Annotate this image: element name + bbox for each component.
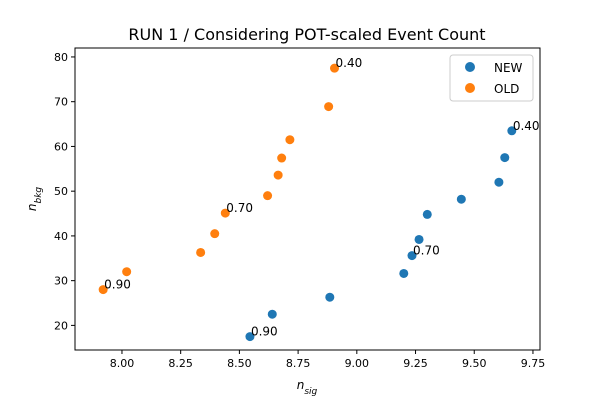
x-tick-label: 9.50 bbox=[462, 357, 487, 370]
y-tick-label: 70 bbox=[54, 96, 68, 109]
x-axis-label-subscript: sig bbox=[304, 387, 317, 397]
x-tick-label: 8.75 bbox=[286, 357, 311, 370]
annotation-new: 0.70 bbox=[413, 244, 440, 258]
data-point-new bbox=[422, 209, 432, 219]
legend-label-old: OLD bbox=[494, 82, 519, 96]
y-axis-label: nbkg bbox=[25, 187, 44, 212]
annotation-old: 0.90 bbox=[104, 278, 131, 292]
y-tick-label: 80 bbox=[54, 51, 68, 64]
chart-title: RUN 1 / Considering POT-scaled Event Cou… bbox=[128, 25, 485, 44]
data-point-old bbox=[324, 102, 334, 112]
x-tick-label: 8.25 bbox=[168, 357, 193, 370]
data-point-old bbox=[196, 247, 206, 257]
data-point-new bbox=[456, 194, 466, 204]
point-annotations: 0.90 0.70 0.40 0.90 0.70 0.40 bbox=[104, 56, 539, 338]
legend-marker-old bbox=[465, 83, 475, 93]
x-axis-label-base: n bbox=[297, 378, 305, 392]
y-axis-label-base: n bbox=[25, 204, 39, 212]
annotation-new: 0.90 bbox=[251, 325, 278, 339]
x-axis-label: nsig bbox=[297, 378, 318, 397]
data-point-new bbox=[500, 153, 510, 163]
data-point-old bbox=[98, 285, 108, 295]
y-tick-label: 30 bbox=[54, 275, 68, 288]
data-point-old bbox=[277, 153, 287, 163]
data-point-new bbox=[407, 251, 417, 261]
data-point-old bbox=[220, 208, 230, 218]
x-tick-label: 8.00 bbox=[110, 357, 135, 370]
y-axis-ticks: 20 30 40 50 60 70 80 bbox=[54, 51, 75, 332]
y-tick-label: 20 bbox=[54, 319, 68, 332]
x-tick-label: 9.25 bbox=[403, 357, 428, 370]
data-point-old bbox=[210, 229, 220, 239]
data-point-new bbox=[245, 332, 255, 342]
data-point-new bbox=[399, 268, 409, 278]
data-point-new bbox=[267, 309, 277, 319]
legend: NEW OLD bbox=[449, 54, 534, 102]
data-point-old bbox=[263, 191, 273, 201]
legend-marker-new bbox=[465, 62, 475, 72]
x-tick-label: 9.75 bbox=[521, 357, 546, 370]
data-point-new bbox=[414, 234, 424, 244]
annotation-old: 0.40 bbox=[336, 56, 363, 70]
data-point-new bbox=[494, 177, 504, 187]
y-tick-label: 40 bbox=[54, 230, 68, 243]
data-point-old bbox=[285, 135, 295, 145]
annotation-old: 0.70 bbox=[226, 201, 253, 215]
y-axis-label-subscript: bkg bbox=[34, 187, 44, 204]
x-tick-label: 8.50 bbox=[227, 357, 252, 370]
x-axis-ticks: 8.00 8.25 8.50 8.75 9.00 9.25 9.50 9.75 bbox=[110, 350, 545, 370]
plot-area-frame bbox=[74, 47, 541, 351]
data-point-old bbox=[273, 170, 283, 180]
legend-label-new: NEW bbox=[494, 61, 523, 75]
y-tick-label: 50 bbox=[54, 185, 68, 198]
data-point-new bbox=[507, 126, 517, 136]
x-tick-label: 9.00 bbox=[345, 357, 370, 370]
data-point-old bbox=[330, 63, 340, 73]
y-tick-label: 60 bbox=[54, 140, 68, 153]
data-point-new bbox=[325, 292, 335, 302]
data-point-old bbox=[122, 267, 132, 277]
annotation-new: 0.40 bbox=[513, 119, 540, 133]
data-points bbox=[98, 63, 517, 342]
